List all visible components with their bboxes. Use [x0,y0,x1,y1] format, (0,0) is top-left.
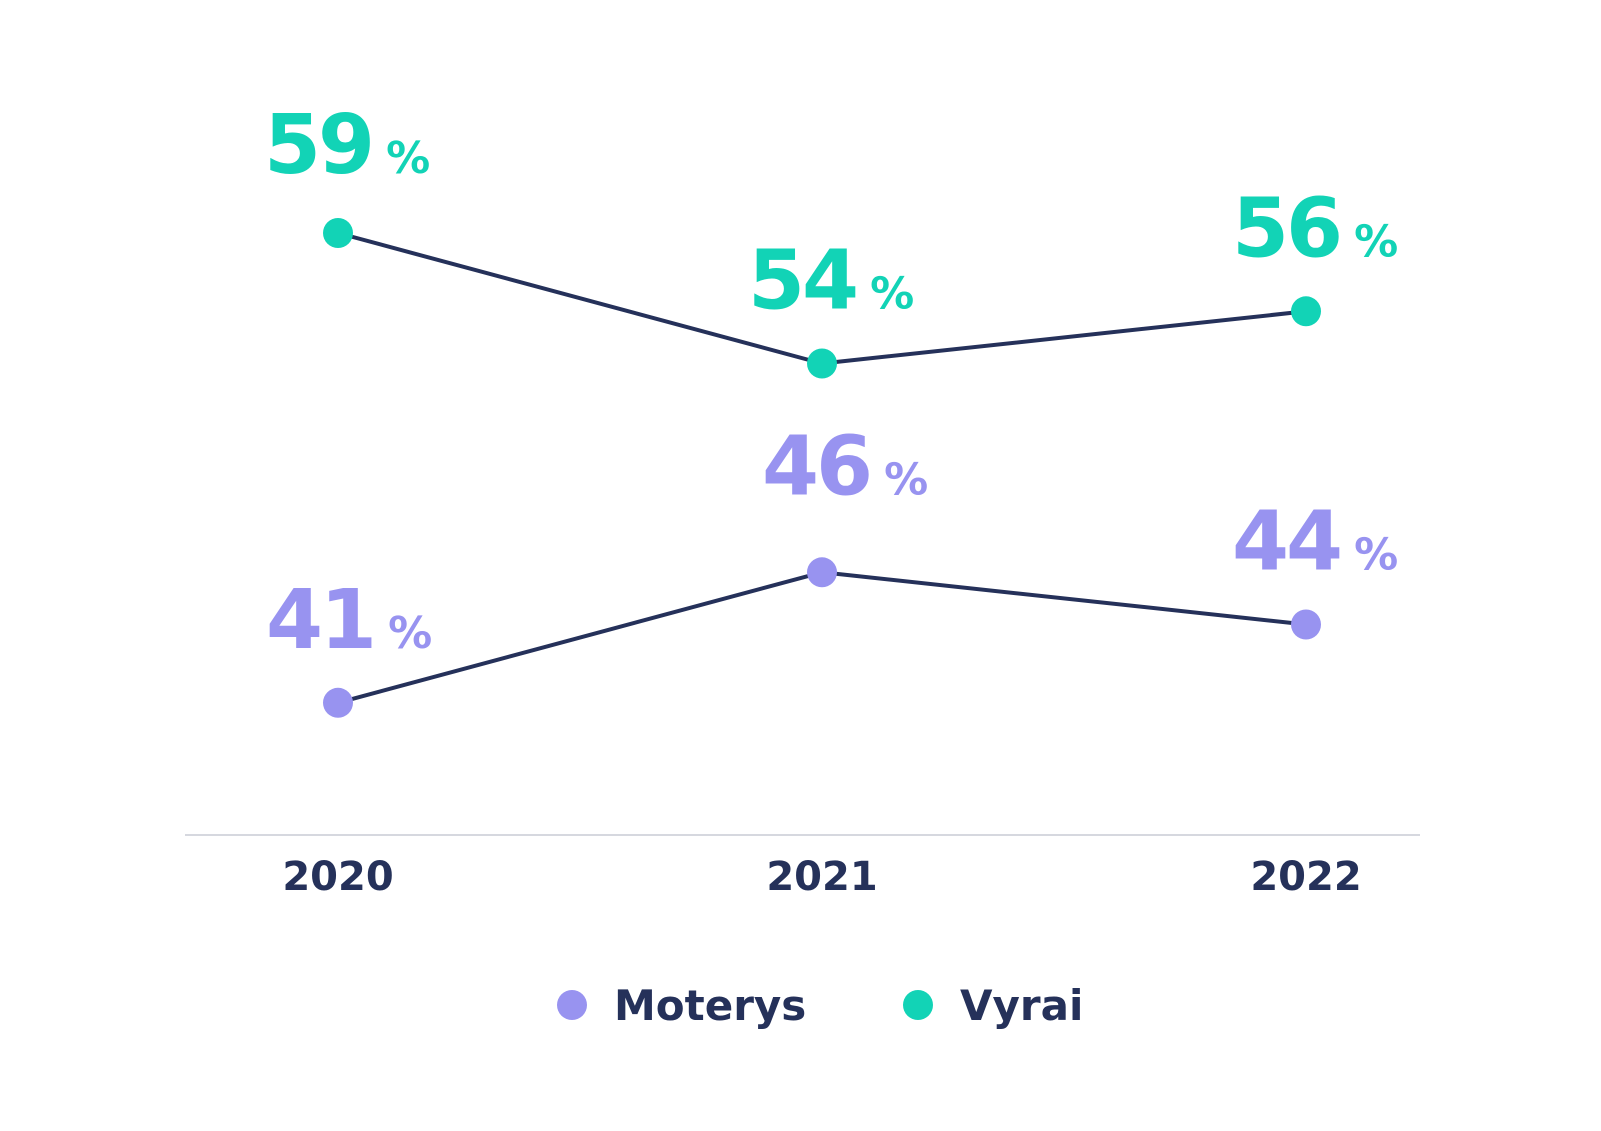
x-tick-label-2020: 2020 [282,854,393,900]
data-point-moterys-2021 [807,557,837,588]
x-tick-label-2021: 2021 [766,854,877,900]
data-points [323,218,1321,718]
legend-swatch-moterys [557,990,587,1020]
x-axis-ticks: 2020 2021 2022 [282,854,1361,900]
legend: Moterys Vyrai [557,981,1083,1030]
data-label-vyrai-2021: 54% [748,234,914,329]
x-tick-label-2022: 2022 [1250,854,1361,900]
legend-swatch-vyrai [903,990,933,1020]
series-line-moterys [337,570,1307,705]
data-point-vyrai-2020 [323,218,353,248]
data-label-moterys-2021: 46% [762,419,928,514]
data-label-moterys-2022: 44% [1232,495,1398,590]
data-point-moterys-2020 [323,687,353,718]
data-point-vyrai-2022 [1291,296,1321,327]
data-label-moterys-2020: 41% [266,573,432,668]
legend-label-vyrai: Vyrai [960,981,1083,1030]
data-labels: 41 % 46 % 44 % 59 % 54 % 56% [264,98,1398,668]
data-label-vyrai-2022: 56% [1232,181,1398,276]
data-point-moterys-2022 [1291,609,1321,640]
data-point-vyrai-2021 [807,348,837,379]
legend-label-moterys: Moterys [614,981,806,1030]
data-label-vyrai-2020: 59% [264,98,430,193]
